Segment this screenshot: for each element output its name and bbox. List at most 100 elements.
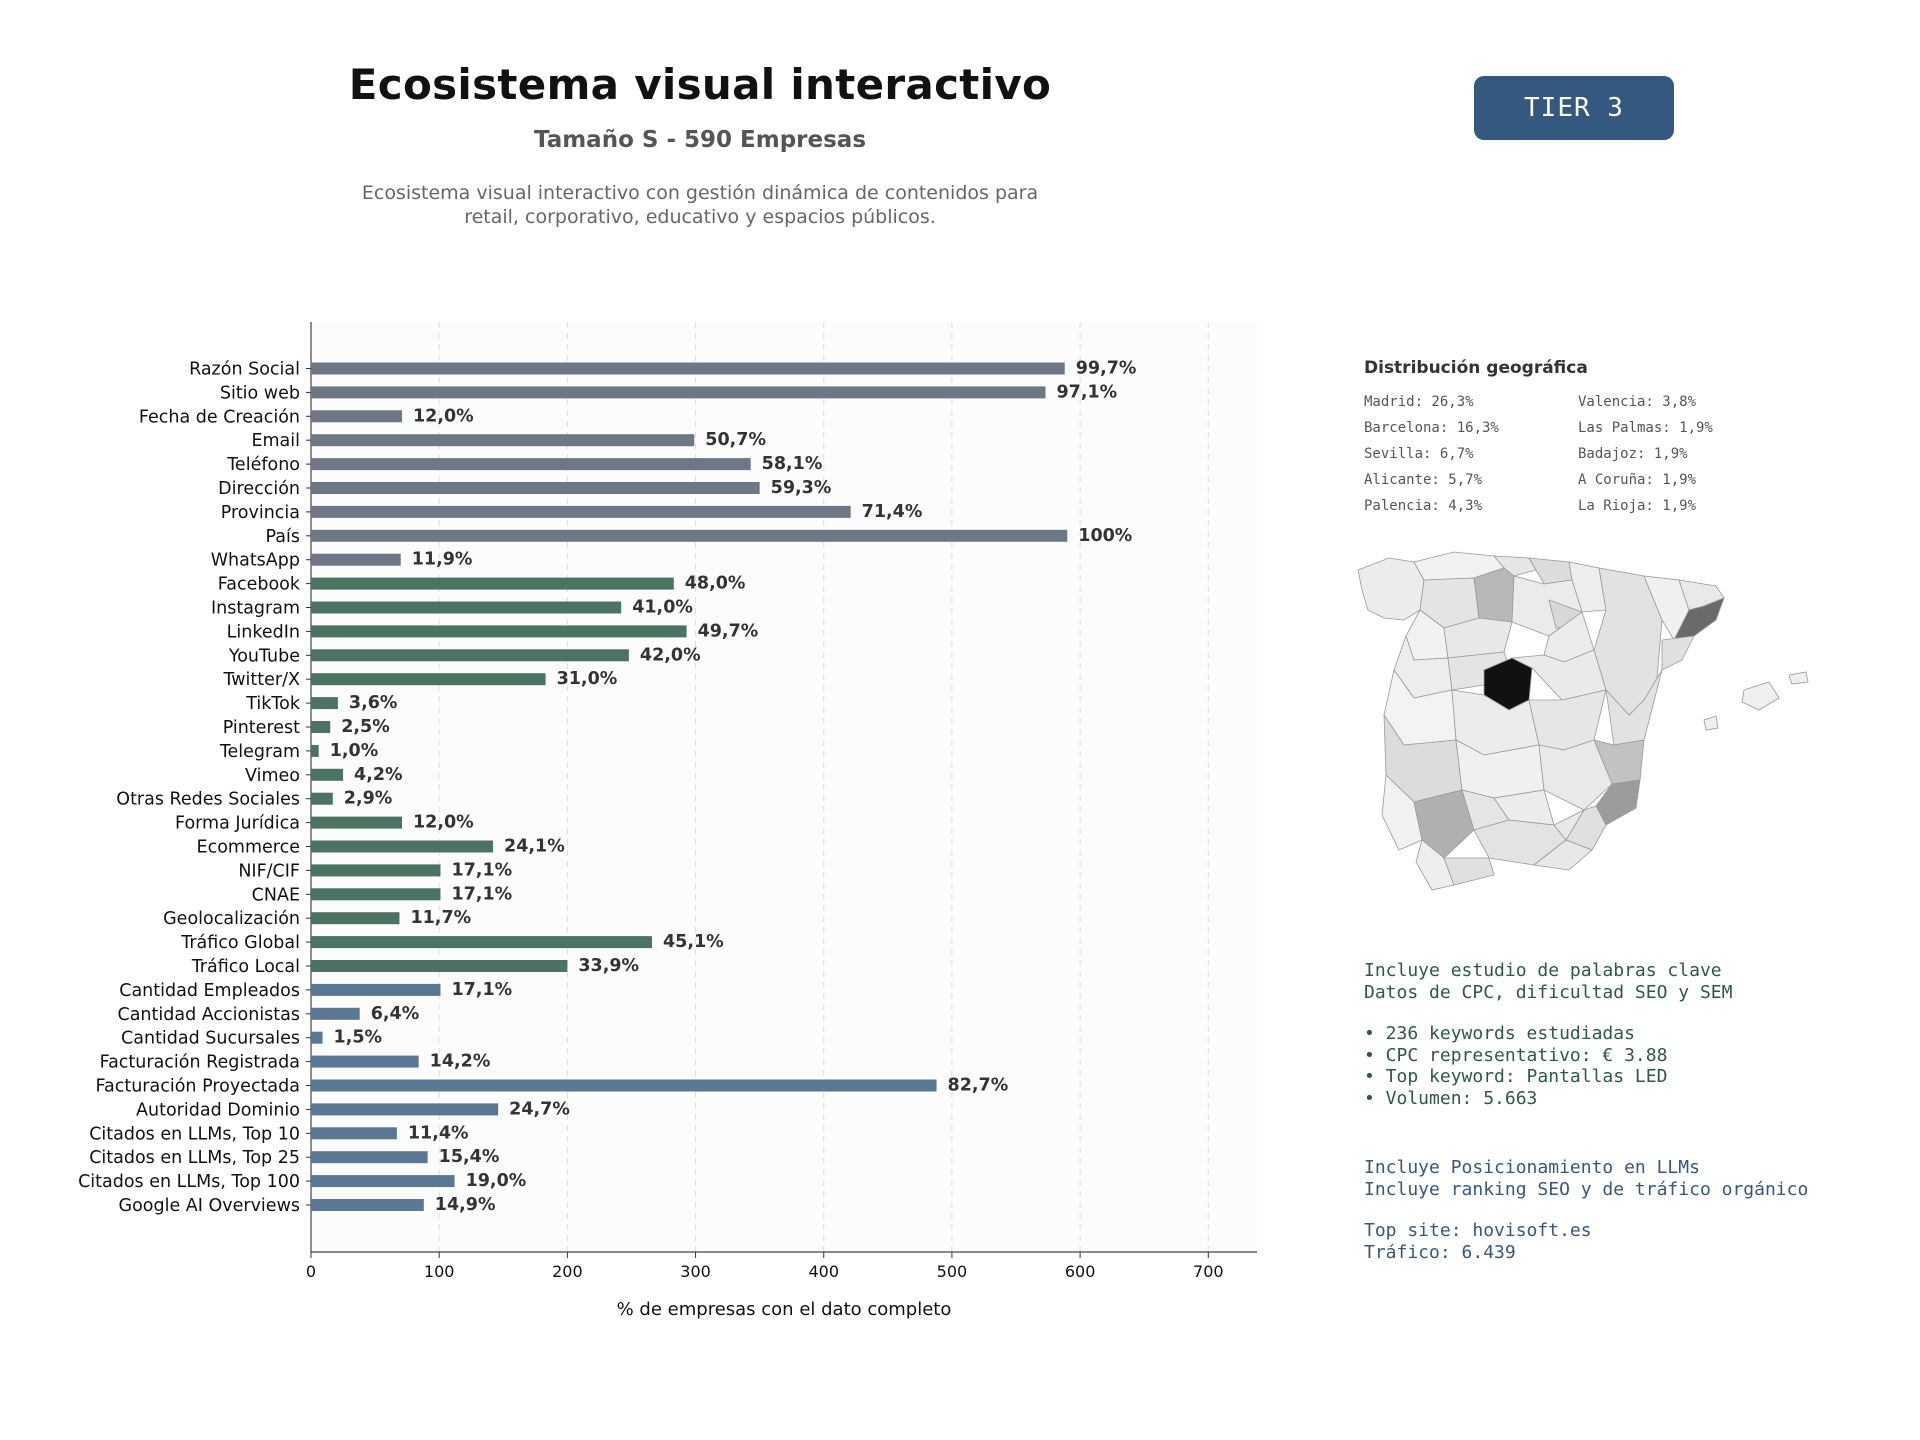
- bar: [311, 649, 629, 662]
- bar: [311, 434, 695, 447]
- keywords-bullet-volume: • Volumen: 5.663: [1364, 1087, 1538, 1109]
- data-label: 45,1%: [663, 932, 724, 952]
- data-label: 100%: [1078, 526, 1132, 546]
- geo-item-las-palmas: Las Palmas: 1,9%: [1578, 420, 1713, 436]
- geo-item-barcelona: Barcelona: 16,3%: [1364, 420, 1499, 436]
- y-tick-label: Otras Redes Sociales: [116, 790, 300, 810]
- map-cantabria: [1493, 555, 1537, 577]
- x-axis-label: % de empresas con el dato completo: [617, 1299, 952, 1320]
- bar: [311, 888, 441, 901]
- data-label: 14,2%: [430, 1052, 491, 1072]
- geo-item-madrid: Madrid: 26,3%: [1364, 394, 1474, 410]
- bar: [311, 721, 331, 733]
- geo-distribution: Distribución geográfica Madrid: 26,3% Va…: [1364, 358, 1864, 517]
- data-label: 58,1%: [762, 454, 823, 474]
- map-valladolid: [1443, 617, 1513, 659]
- keywords-block: Incluye estudio de palabras clave Datos …: [1364, 960, 1904, 1109]
- y-tick-label: Forma Jurídica: [175, 814, 300, 834]
- y-tick-label: Ecommerce: [197, 838, 300, 858]
- data-label: 99,7%: [1076, 359, 1137, 379]
- bar: [311, 983, 441, 996]
- geo-item-a-coruna: A Coruña: 1,9%: [1578, 472, 1697, 488]
- geo-title: Distribución geográfica: [1364, 358, 1588, 378]
- data-label: 31,0%: [557, 669, 618, 689]
- x-tick-label: 100: [424, 1262, 455, 1281]
- y-tick-label: Cantidad Empleados: [119, 981, 300, 1001]
- data-label: 3,6%: [349, 693, 398, 713]
- keywords-bullet-top: • Top keyword: Pantallas LED: [1364, 1066, 1668, 1087]
- page-description: Ecosistema visual interactivo con gestió…: [300, 181, 1100, 229]
- y-tick-label: Citados en LLMs, Top 10: [89, 1124, 300, 1144]
- y-tick-label: Citados en LLMs, Top 25: [89, 1148, 300, 1168]
- data-label: 12,0%: [413, 406, 474, 426]
- map-palencia: [1473, 567, 1515, 623]
- map-malaga: [1443, 857, 1495, 886]
- bar: [311, 529, 1068, 542]
- y-tick-label: Facebook: [218, 575, 301, 595]
- tier-badge: TIER 3: [1474, 76, 1674, 140]
- bar-chart: 0 100 200 300 400 500 600 700 % de empresas con …: [78, 322, 1257, 1320]
- header: Ecosistema visual interactivo Tamaño S -…: [300, 60, 1100, 229]
- llm-block: Incluye Posicionamiento en LLMs Incluye …: [1364, 1157, 1904, 1263]
- map-galicia: [1357, 557, 1425, 621]
- x-tick-label: 600: [1065, 1262, 1096, 1281]
- data-label: 24,1%: [504, 837, 565, 857]
- data-label: 17,1%: [451, 860, 512, 880]
- keywords-bullet-cpc: • CPC representativo: € 3.88: [1364, 1044, 1668, 1066]
- data-label: 11,4%: [408, 1123, 469, 1143]
- y-tick-label: Citados en LLMs, Top 100: [78, 1172, 300, 1192]
- y-tick-label: Facturación Registrada: [100, 1053, 300, 1073]
- bar: [311, 410, 403, 423]
- y-tick-label: Instagram: [211, 599, 300, 619]
- description-line-1: Ecosistema visual interactivo con gestió…: [361, 182, 1039, 204]
- y-tick-label: Pinterest: [223, 718, 300, 738]
- data-label: 50,7%: [705, 430, 766, 450]
- data-label: 19,0%: [466, 1171, 527, 1191]
- y-tick-label: Tráfico Global: [180, 933, 300, 953]
- data-label: 41,0%: [632, 598, 693, 618]
- data-label: 6,4%: [371, 1004, 420, 1024]
- bar: [311, 744, 319, 757]
- y-tick-label: Dirección: [218, 479, 300, 499]
- geo-item-la-rioja: La Rioja: 1,9%: [1578, 498, 1697, 514]
- bar: [311, 912, 400, 925]
- bar: [311, 1127, 397, 1140]
- y-tick-label: Tráfico Local: [191, 957, 300, 977]
- data-label: 4,2%: [354, 765, 403, 785]
- x-tick-label: 500: [937, 1262, 968, 1281]
- y-tick-label: LinkedIn: [227, 622, 300, 642]
- bar: [311, 625, 687, 638]
- data-label: 48,0%: [685, 574, 746, 594]
- y-tick-label: Cantidad Sucursales: [121, 1029, 300, 1049]
- y-tick-label: Fecha de Creación: [139, 407, 300, 427]
- keywords-line-1: Incluye estudio de palabras clave: [1364, 960, 1722, 981]
- bar: [311, 960, 568, 972]
- map-menorca: [1788, 671, 1809, 685]
- map-cadiz: [1415, 839, 1455, 891]
- y-tick-label: Facturación Proyectada: [96, 1077, 300, 1097]
- x-tick-label: 200: [552, 1262, 583, 1281]
- bar: [311, 362, 1065, 375]
- bar: [311, 792, 333, 805]
- bar: [311, 1031, 323, 1044]
- bar: [311, 601, 622, 614]
- bar: [311, 577, 674, 590]
- data-label: 12,0%: [413, 813, 474, 833]
- bar: [311, 1175, 455, 1188]
- bar: [311, 864, 441, 877]
- x-tick-label: 0: [306, 1262, 316, 1281]
- bar: [311, 1151, 428, 1164]
- y-tick-label: WhatsApp: [211, 551, 300, 571]
- data-label: 82,7%: [948, 1076, 1009, 1096]
- plot-area: [311, 322, 1257, 1252]
- data-label: 15,4%: [439, 1147, 500, 1167]
- y-tick-label: CNAE: [252, 885, 300, 905]
- y-tick-label: Email: [251, 431, 300, 451]
- bar: [311, 673, 546, 686]
- data-label: 71,4%: [862, 502, 923, 522]
- llm-line-1: Incluye Posicionamiento en LLMs: [1364, 1157, 1700, 1178]
- data-label: 24,7%: [509, 1099, 570, 1119]
- y-tick-label: NIF/CIF: [238, 861, 300, 881]
- data-label: 49,7%: [698, 621, 759, 641]
- geo-item-alicante: Alicante: 5,7%: [1364, 472, 1483, 488]
